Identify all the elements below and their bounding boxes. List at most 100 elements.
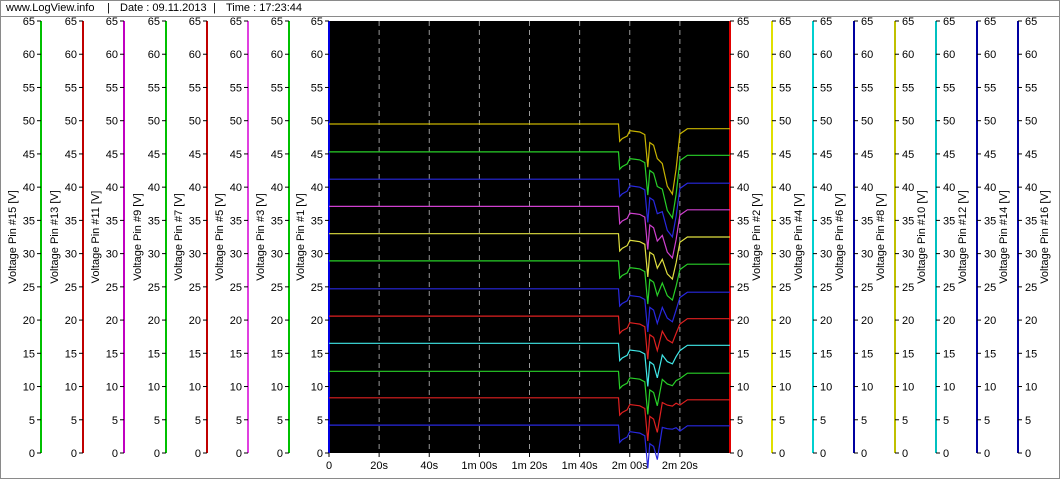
- x-tick-label: 1m 00s: [461, 460, 498, 472]
- y-tick-label: 0: [29, 448, 35, 460]
- y-tick-label: 15: [861, 348, 873, 360]
- y-tick-label: 15: [271, 348, 283, 360]
- y-tick-label: 5: [984, 415, 990, 427]
- series-line: [329, 233, 730, 281]
- y-tick-label: 30: [861, 249, 873, 261]
- y-tick-label: 5: [112, 415, 118, 427]
- y-tick-label: 10: [861, 382, 873, 394]
- y-tick-label: 40: [902, 182, 914, 194]
- y-tick-label: 30: [189, 249, 201, 261]
- y-tick-label: 60: [861, 49, 873, 61]
- y-tick-label: 55: [861, 82, 873, 94]
- series-line: [329, 315, 730, 360]
- y-tick-label: 65: [65, 17, 77, 28]
- y-tick-label: 35: [23, 215, 35, 227]
- y-axis-title: Voltage Pin #2 [V]: [751, 193, 763, 280]
- header-time: Time : 17:23:44: [226, 2, 303, 14]
- y-tick-label: 60: [148, 49, 160, 61]
- y-tick-label: 5: [1025, 415, 1031, 427]
- y-tick-label: 50: [820, 116, 832, 128]
- y-tick-label: 55: [189, 82, 201, 94]
- y-axis-title: Voltage Pin #5 [V]: [214, 193, 226, 280]
- y-tick-label: 60: [984, 49, 996, 61]
- series-line: [329, 370, 730, 415]
- y-tick-label: 40: [820, 182, 832, 194]
- y-tick-label: 10: [984, 382, 996, 394]
- y-tick-label: 15: [230, 348, 242, 360]
- y-tick-label: 30: [148, 249, 160, 261]
- y-tick-label: 10: [271, 382, 283, 394]
- y-tick-label: 45: [737, 149, 749, 161]
- x-tick-label: 2m 20s: [662, 460, 699, 472]
- y-tick-label: 55: [148, 82, 160, 94]
- y-tick-label: 25: [311, 282, 323, 294]
- y-tick-label: 15: [23, 348, 35, 360]
- header-separator: |: [107, 2, 110, 14]
- y-tick-label: 35: [148, 215, 160, 227]
- y-axis-title: Voltage Pin #14 [V]: [998, 190, 1010, 284]
- y-tick-label: 15: [902, 348, 914, 360]
- y-tick-label: 50: [189, 116, 201, 128]
- y-tick-label: 60: [943, 49, 955, 61]
- y-tick-label: 40: [65, 182, 77, 194]
- y-axis-title: Voltage Pin #10 [V]: [916, 190, 928, 284]
- y-tick-label: 20: [779, 315, 791, 327]
- y-tick-label: 55: [943, 82, 955, 94]
- y-tick-label: 65: [861, 17, 873, 28]
- y-tick-label: 0: [943, 448, 949, 460]
- y-tick-label: 10: [779, 382, 791, 394]
- x-tick-label: 2m 00s: [612, 460, 649, 472]
- y-tick-label: 35: [106, 215, 118, 227]
- y-tick-label: 15: [311, 348, 323, 360]
- y-tick-label: 15: [820, 348, 832, 360]
- y-tick-label: 50: [902, 116, 914, 128]
- y-tick-label: 20: [861, 315, 873, 327]
- y-tick-label: 65: [902, 17, 914, 28]
- y-tick-label: 55: [65, 82, 77, 94]
- site-url[interactable]: www.LogView.info: [6, 2, 95, 14]
- y-tick-label: 60: [820, 49, 832, 61]
- y-tick-label: 40: [861, 182, 873, 194]
- y-tick-label: 35: [1025, 215, 1037, 227]
- y-tick-label: 55: [1025, 82, 1037, 94]
- y-tick-label: 35: [230, 215, 242, 227]
- y-tick-label: 25: [189, 282, 201, 294]
- y-tick-label: 60: [737, 49, 749, 61]
- y-tick-label: 45: [106, 149, 118, 161]
- y-tick-label: 45: [23, 149, 35, 161]
- y-tick-label: 35: [820, 215, 832, 227]
- y-tick-label: 25: [106, 282, 118, 294]
- y-tick-label: 45: [230, 149, 242, 161]
- y-tick-label: 30: [23, 249, 35, 261]
- x-tick-label: 1m 40s: [562, 460, 599, 472]
- y-tick-label: 65: [1025, 17, 1037, 28]
- y-tick-label: 5: [317, 415, 323, 427]
- y-tick-label: 25: [65, 282, 77, 294]
- y-tick-label: 10: [23, 382, 35, 394]
- y-tick-label: 45: [148, 149, 160, 161]
- y-tick-label: 10: [65, 382, 77, 394]
- y-tick-label: 15: [943, 348, 955, 360]
- y-tick-label: 45: [189, 149, 201, 161]
- y-tick-label: 15: [984, 348, 996, 360]
- y-tick-label: 40: [1025, 182, 1037, 194]
- y-tick-label: 10: [1025, 382, 1037, 394]
- y-tick-label: 5: [943, 415, 949, 427]
- y-tick-label: 5: [820, 415, 826, 427]
- y-tick-label: 50: [311, 116, 323, 128]
- y-tick-label: 40: [943, 182, 955, 194]
- y-tick-label: 65: [737, 17, 749, 28]
- y-tick-label: 20: [65, 315, 77, 327]
- y-tick-label: 15: [779, 348, 791, 360]
- x-tick-label: 0: [326, 460, 332, 472]
- y-tick-label: 0: [820, 448, 826, 460]
- y-tick-label: 40: [23, 182, 35, 194]
- y-tick-label: 10: [820, 382, 832, 394]
- y-axis-title: Voltage Pin #8 [V]: [875, 193, 887, 280]
- y-tick-label: 10: [737, 382, 749, 394]
- y-tick-label: 65: [23, 17, 35, 28]
- y-tick-label: 10: [106, 382, 118, 394]
- y-tick-label: 60: [65, 49, 77, 61]
- y-tick-label: 25: [230, 282, 242, 294]
- y-tick-label: 50: [779, 116, 791, 128]
